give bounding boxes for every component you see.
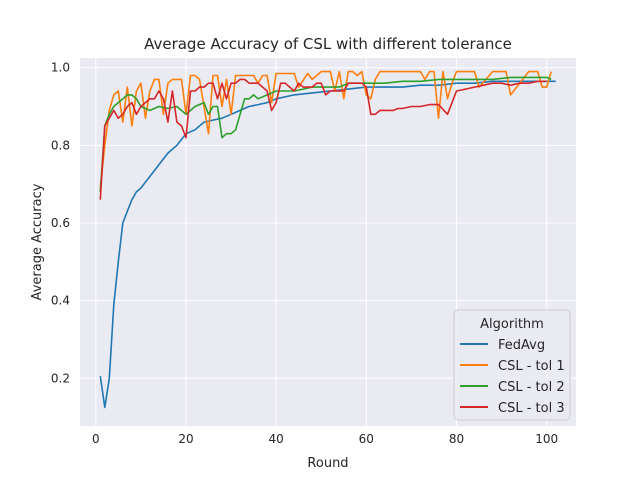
series-line-csl-tol-1 xyxy=(99,70,552,189)
legend-items: FedAvg CSL - tol 1 CSL - tol 2 CSL - tol 3 xyxy=(460,338,565,416)
legend-label: CSL - tol 2 xyxy=(498,380,565,395)
legend-label: FedAvg xyxy=(498,338,545,353)
x-tick-labels: 0 20 40 60 80 100 xyxy=(92,432,558,446)
y-tick-label: 0.2 xyxy=(51,371,70,385)
y-tick-label: 0.6 xyxy=(51,216,70,230)
x-tick-label: 0 xyxy=(92,432,100,446)
series-line-csl-tol-2 xyxy=(99,76,552,192)
y-tick-label: 0.8 xyxy=(51,138,70,152)
x-tick-label: 80 xyxy=(449,432,464,446)
y-tick-label: 0.4 xyxy=(51,294,70,308)
legend-box xyxy=(453,309,571,421)
series-line-csl-tol-3 xyxy=(99,78,547,200)
x-tick-label: 20 xyxy=(178,432,193,446)
y-tick-label: 1.0 xyxy=(51,61,70,75)
x-tick-label: 60 xyxy=(359,432,374,446)
y-axis-title: Average Accuracy xyxy=(30,183,45,300)
x-tick-label: 40 xyxy=(269,432,284,446)
x-axis-title: Round xyxy=(307,456,348,471)
series-lines xyxy=(99,70,556,409)
legend-label: CSL - tol 1 xyxy=(498,359,565,374)
legend-label: CSL - tol 3 xyxy=(498,401,565,416)
grid-lines xyxy=(80,58,576,426)
chart-title: Average Accuracy of CSL with different t… xyxy=(144,35,512,53)
legend: Algorithm FedAvg CSL - tol 1 CSL - tol 2 CS… xyxy=(453,309,571,421)
y-tick-labels: 0.2 0.4 0.6 0.8 1.0 xyxy=(51,61,70,386)
x-tick-label: 100 xyxy=(535,432,558,446)
legend-title: Algorithm xyxy=(480,317,544,332)
